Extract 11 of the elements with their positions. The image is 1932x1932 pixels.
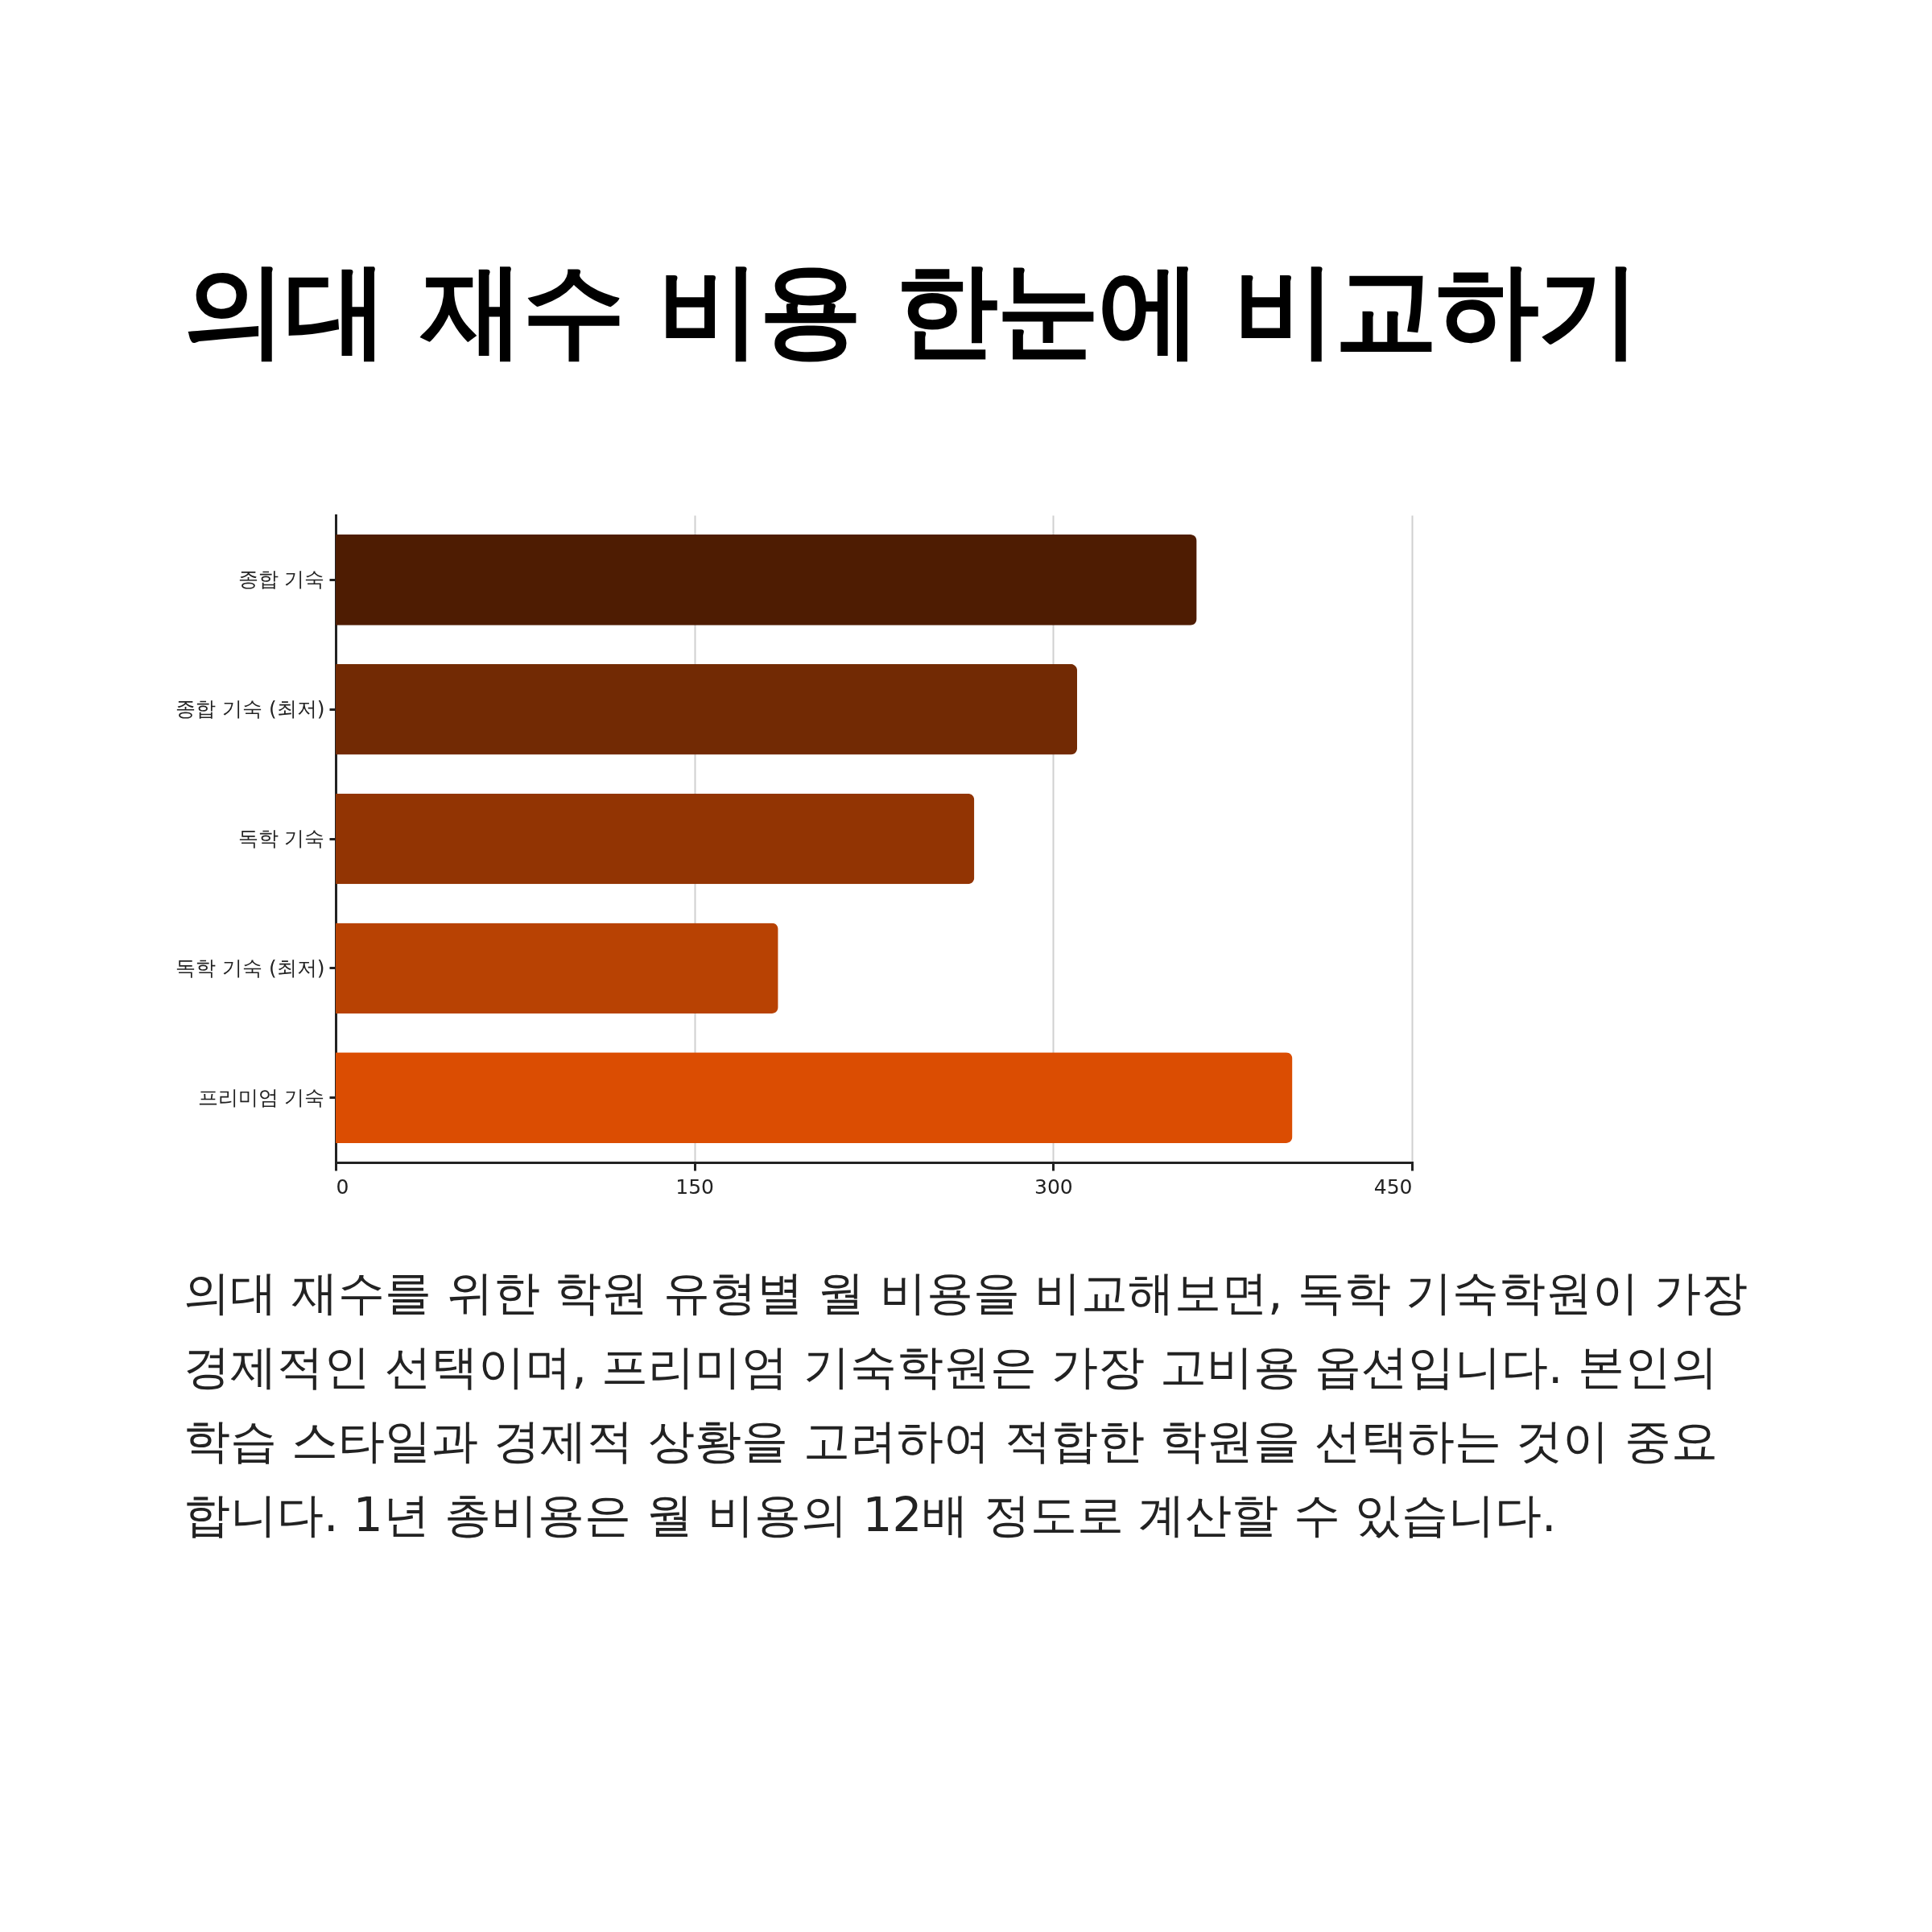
x-tick-label: 450	[1373, 1174, 1413, 1199]
x-tick-label: 300	[1034, 1174, 1073, 1199]
x-tick-label: 150	[675, 1174, 715, 1199]
x-tick-label: 0	[336, 1174, 349, 1199]
y-tick-label: 종합 기숙	[237, 568, 325, 592]
y-tick-label: 독학 기숙 (최저)	[175, 956, 325, 980]
y-tick-label: 프리미엄 기숙	[197, 1085, 325, 1109]
chart-title: 의대 재수 비용 한눈에 비교하기	[184, 249, 1640, 371]
y-tick-label: 독학 기숙	[237, 827, 325, 850]
text: 의대 재수를 위한 학원 유형별 월 비용을 비교해보면, 독학 기숙학원이 가장 경제적인 선택이며, 프리미엄 기숙학원은 가장 고비용 옵션입니다. 본인의 학습 스타일과 경제적 상황을 고려하여 적합한 학원을 선택하는 것이 중요합니다. 1년 총비용은 월 비용의 12배 정도로 계산할 수 있습니다.	[184, 1265, 1748, 1544]
y-tick-label: 종합 기숙 (최저)	[175, 697, 325, 721]
